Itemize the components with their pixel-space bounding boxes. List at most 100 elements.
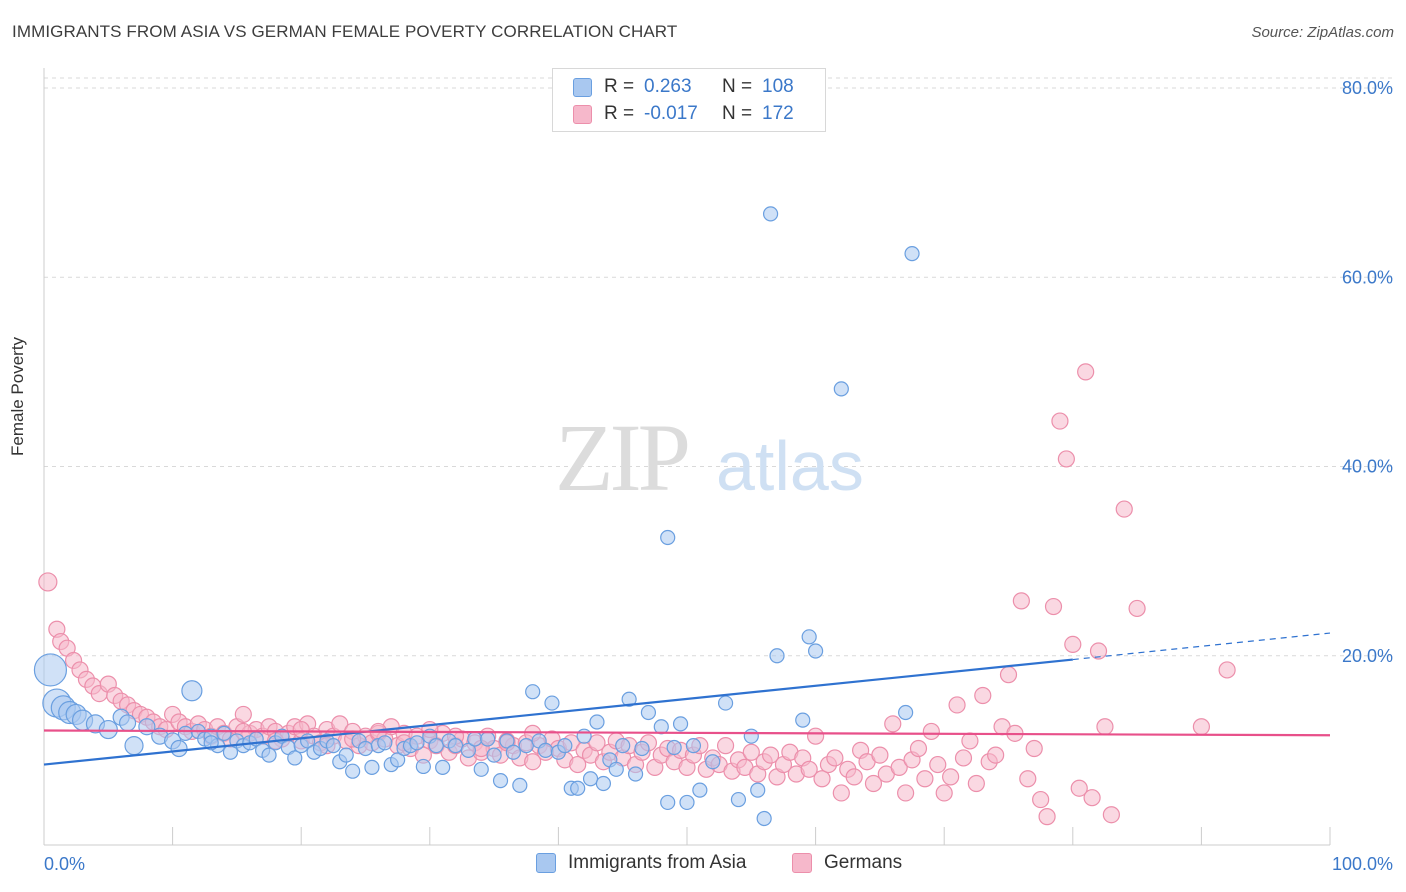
german-point — [1032, 790, 1050, 809]
asia-point — [480, 731, 496, 747]
asia-point — [557, 738, 573, 754]
asia-trend-extension — [1072, 632, 1331, 661]
german-point — [961, 732, 979, 750]
asia-point — [473, 761, 489, 777]
asia-point — [499, 733, 515, 749]
german-point — [832, 784, 850, 802]
asia-point — [640, 704, 657, 721]
german-trend-line — [43, 729, 1331, 737]
x-tick-label: 0.0% — [44, 854, 85, 874]
asia-point — [750, 782, 766, 798]
asia-point — [364, 759, 380, 776]
series-legend: Immigrants from Asia Germans — [0, 852, 1406, 878]
german-point — [806, 727, 825, 745]
series-legend-asia: Immigrants from Asia — [536, 852, 746, 874]
asia-point — [595, 775, 612, 792]
asia-point — [170, 739, 188, 758]
german-point — [999, 666, 1018, 684]
asia-point — [717, 695, 734, 711]
asia-point — [435, 759, 451, 776]
german-point — [826, 749, 844, 767]
german-point — [967, 774, 985, 793]
y-tick-label: 40.0% — [1342, 457, 1393, 477]
asia-point — [833, 381, 849, 397]
asia-point — [390, 752, 406, 768]
asia-point — [377, 735, 393, 751]
asia-point — [679, 794, 695, 811]
asia-point — [415, 758, 431, 775]
asia-point — [666, 739, 682, 756]
german-point — [884, 715, 902, 733]
german-point — [1012, 592, 1030, 610]
legend-swatch-asia — [573, 77, 592, 97]
asia-point — [634, 740, 650, 757]
asia-point — [692, 782, 708, 798]
asia-point — [177, 725, 194, 741]
asia-trend-line — [43, 658, 1073, 766]
german-point — [948, 696, 966, 714]
german-point — [800, 760, 818, 778]
asia-point — [653, 719, 669, 735]
asia-point — [576, 728, 592, 744]
german-point — [1218, 661, 1236, 679]
german-point — [716, 737, 735, 755]
asia-point — [486, 747, 502, 763]
german-point — [922, 722, 940, 741]
asia-point — [801, 629, 817, 645]
asia-point — [124, 736, 144, 756]
asia-point — [672, 716, 689, 732]
watermark-zip: ZIP — [555, 404, 688, 511]
german-point — [588, 734, 606, 752]
asia-point — [898, 704, 914, 721]
german-point — [1077, 363, 1095, 381]
y-tick-label: 80.0% — [1342, 78, 1393, 98]
german-point — [1064, 635, 1082, 653]
german-point — [1115, 500, 1133, 518]
y-tick-label: 60.0% — [1342, 267, 1393, 287]
asia-point — [582, 771, 599, 787]
german-point — [942, 768, 960, 786]
y-tick-label: 20.0% — [1342, 646, 1393, 666]
chart-source: Source: ZipAtlas.com — [1251, 24, 1394, 41]
german-point — [1070, 779, 1088, 797]
asia-point — [544, 695, 560, 711]
asia-point — [807, 643, 824, 659]
german-point — [1089, 642, 1108, 660]
german-point — [1051, 412, 1069, 430]
german-point — [234, 705, 252, 724]
german-point — [909, 739, 928, 758]
asia-point — [743, 728, 759, 744]
asia-point — [357, 740, 374, 757]
german-point — [742, 743, 760, 761]
series-legend-germans: Germans — [792, 852, 902, 874]
legend-r-label: R = — [604, 103, 635, 124]
legend-r-label: R = — [604, 76, 635, 97]
asia-point — [325, 738, 341, 754]
legend-n-value: 172 — [762, 103, 794, 124]
legend-n-value: 108 — [762, 76, 794, 97]
german-point — [929, 755, 947, 774]
asia-point — [615, 738, 631, 754]
asia-point — [518, 738, 534, 754]
german-point — [1038, 808, 1056, 826]
german-point — [974, 686, 992, 705]
asia-point — [460, 742, 476, 758]
asia-point — [627, 766, 644, 782]
german-point — [1096, 718, 1114, 736]
legend-n-label: N = — [722, 103, 753, 124]
asia-point — [570, 780, 586, 796]
series-label-germans: Germans — [824, 852, 903, 873]
asia-point — [428, 738, 444, 754]
asia-point — [795, 712, 811, 728]
asia-point — [261, 747, 277, 763]
asia-point — [492, 773, 509, 789]
chart-title: IMMIGRANTS FROM ASIA VS GERMAN FEMALE PO… — [12, 22, 678, 41]
series-label-asia: Immigrants from Asia — [568, 852, 747, 873]
asia-point — [33, 653, 68, 687]
asia-point — [409, 735, 425, 751]
watermark: ZIP atlas — [555, 404, 864, 511]
asia-point — [660, 794, 676, 811]
german-point — [954, 749, 973, 767]
asia-point — [181, 680, 203, 702]
